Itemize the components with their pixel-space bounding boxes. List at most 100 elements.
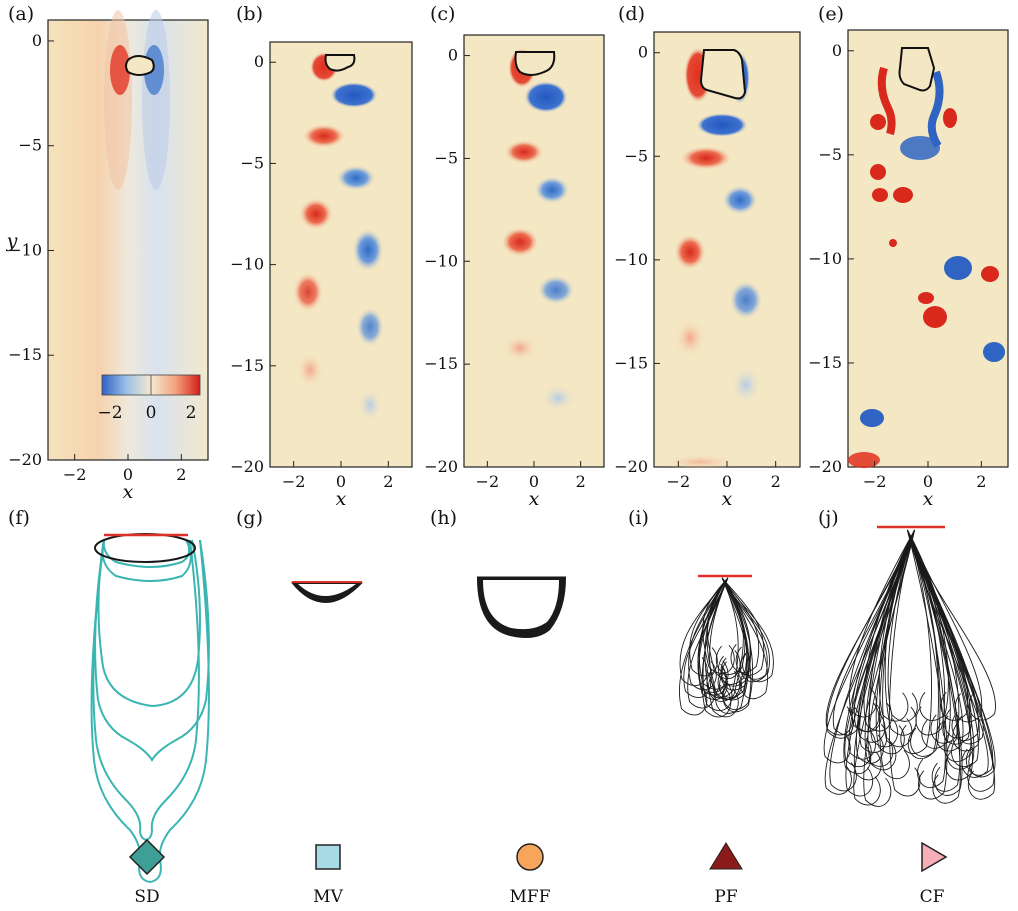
x-tick-label: −2 [63,465,87,484]
trace-loop [683,577,729,698]
panel-c-body-outline [514,51,556,76]
panel-label-b: (b) [236,3,263,25]
vortex [981,266,999,282]
trace-loop [721,577,774,683]
y-tick-label: −10 [808,249,842,268]
vortex [900,136,940,160]
marker-row: SD MV MFF PF CF [128,838,948,907]
y-tick-label: 0 [832,41,842,60]
y-tick-label: −15 [230,356,264,375]
vortex [870,164,886,180]
trace-loop [823,529,916,764]
panel-j: (j) [818,507,996,807]
trace-loop [709,577,740,700]
marker-pf-triangle-icon [709,842,743,870]
panel-g: (g) [236,507,363,603]
y-tick-label: −5 [18,136,42,155]
panel-i-traces [678,577,774,718]
colorbar-tick-max: 2 [186,403,197,423]
trace-loop [878,529,916,722]
panel-h-trace-inner [483,580,559,630]
y-axis-label: y [6,230,18,252]
vortex [870,114,886,130]
vortex [872,188,888,202]
panel-d: (d) [618,3,801,470]
panel-f-traces [90,539,210,884]
trace-loop [863,529,916,807]
marker-label-mff: MFF [510,887,551,907]
vortex [352,228,384,272]
panel-label-i: (i) [628,507,649,529]
trace-loop [900,529,932,755]
vortex [923,306,947,328]
y-tick-label: −20 [424,457,458,476]
trace-loop [826,529,916,739]
trace-loop [689,577,729,677]
panel-f-black-loop [94,533,196,563]
vortex [983,342,1005,362]
panel-a-red-shear [110,45,130,95]
marker-label-mv: MV [313,887,343,907]
vortex [502,334,538,362]
trace-loop [906,529,946,789]
panel-e: (e) [818,3,1009,468]
trace-loop [906,529,939,760]
trace-loop [906,529,946,736]
panel-b-body-outline [324,54,356,72]
trace-loop [906,529,961,804]
vortex [302,124,346,148]
trace-loop [701,577,732,718]
panel-b: (b) [236,3,413,468]
vortex [944,256,972,280]
vortex [299,198,333,230]
vortex [504,140,544,164]
panel-a: (a) −2 0 2 y [6,3,209,461]
vortex [680,146,732,170]
vortex [534,176,570,204]
trace-loop [859,529,916,753]
axes-group: −2 0 2x0−5−10−15−20−2 0 2x0−5−10−15−20−2 0 2x0… [8,31,986,510]
marker-mv-square-icon [315,844,341,870]
panel-f: (f) [8,507,210,884]
marker-label-cf: CF [920,887,945,907]
trace-loop [678,577,729,716]
trace-loop [851,529,916,732]
vortex [296,352,324,388]
trace-loop [906,529,996,721]
trace-loop [825,529,916,736]
y-tick-label: −15 [614,353,648,372]
trace-loop [706,577,741,680]
y-tick-label: −20 [230,457,264,476]
panel-e-field [847,29,1009,468]
trace-loop [706,577,739,699]
vortex [330,82,378,108]
x-tick-label: 2 [576,472,586,491]
y-tick-label: −10 [424,251,458,270]
vortex [501,227,539,257]
x-tick-label: 2 [771,472,781,491]
panel-a-blue-wake [142,10,170,190]
x-tick-label: 2 [176,465,186,484]
x-tick-label: 0 [722,472,732,491]
x-tick-label: −2 [667,472,691,491]
trace-loop [702,577,735,674]
trace-loop [721,577,765,676]
panel-label-j: (j) [818,507,839,529]
vortex [537,275,575,305]
vortex [524,81,568,113]
y-tick-label: −20 [614,457,648,476]
vortex [943,108,957,128]
y-tick-label: 0 [448,46,458,65]
panel-a-red-wake [104,10,132,190]
trace-loop [688,577,729,691]
x-tick-label: 0 [529,472,539,491]
panel-label-a: (a) [8,3,34,25]
vortex [848,452,880,468]
panel-j-traces [823,529,996,807]
vortex [336,165,376,191]
trace-loop [721,577,768,683]
y-tick-label: −10 [614,250,648,269]
panel-label-f: (f) [8,507,30,529]
x-axis-label: x [722,488,733,510]
